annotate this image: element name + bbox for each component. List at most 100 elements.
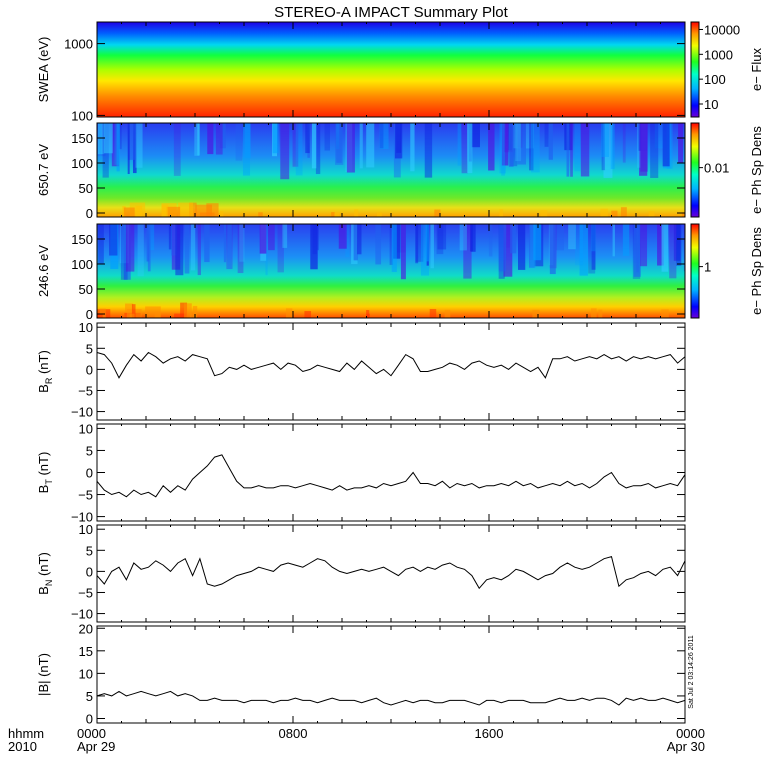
y-tick-label: −5 xyxy=(78,585,93,600)
heatmap-hot-spot xyxy=(166,206,181,217)
heatmap-streak xyxy=(636,224,639,273)
heatmap-hot-spot xyxy=(331,212,335,217)
heatmap-streak xyxy=(678,123,684,163)
heatmap-streak xyxy=(168,224,172,250)
panel-frame xyxy=(96,625,686,724)
heatmap-streak xyxy=(316,224,320,251)
heatmap-streak xyxy=(415,224,419,264)
colorbar-tick-label: 1 xyxy=(704,260,711,275)
y-tick-label: 10 xyxy=(79,666,93,681)
heatmap-hot-spot xyxy=(199,212,215,217)
heatmap-streak xyxy=(226,224,233,270)
y-axis-label-unit: (nT) xyxy=(36,350,51,377)
heatmap-hot-spot xyxy=(97,313,103,318)
heatmap-streak xyxy=(662,123,670,167)
heatmap-streak xyxy=(501,123,509,166)
heatmap-hot-spot xyxy=(178,202,194,217)
y-tick-label: 0 xyxy=(86,307,93,322)
heatmap-hot-spot xyxy=(304,311,312,318)
heatmap-hot-spot xyxy=(611,210,618,217)
heatmap-streak xyxy=(544,123,549,147)
heatmap-streak xyxy=(111,123,120,167)
heatmap-streak xyxy=(457,123,462,166)
heatmap-streak xyxy=(640,224,648,267)
heatmap-streak xyxy=(242,123,251,176)
heatmap-streak xyxy=(568,224,576,250)
heatmap-streak xyxy=(529,224,535,268)
y-axis-label-main: B xyxy=(36,384,51,393)
series-line xyxy=(96,555,686,590)
heatmap-streak xyxy=(295,123,303,176)
heatmap-streak xyxy=(498,224,507,272)
y-axis-label-subscript: N xyxy=(44,580,54,587)
y-tick-label: 50 xyxy=(79,181,93,196)
heatmap-streak xyxy=(351,224,358,265)
heatmap-hot-spot xyxy=(366,313,370,318)
heatmap-streak xyxy=(116,123,120,172)
y-tick-label: 0 xyxy=(86,466,93,481)
heatmap-streak xyxy=(556,224,565,251)
heatmap-streak xyxy=(175,224,184,276)
y-axis-label-subscript: T xyxy=(44,479,54,485)
x-axis-label-year: 2010 xyxy=(8,739,37,754)
heatmap-hot-spot xyxy=(154,311,161,318)
heatmap-streak xyxy=(375,224,382,265)
y-axis-label-unit: (nT) xyxy=(36,552,51,579)
y-tick-label: 5 xyxy=(86,689,93,704)
heatmap-streak xyxy=(215,123,223,155)
heatmap-streak xyxy=(580,123,590,177)
heatmap-streak xyxy=(601,123,605,171)
y-tick-label: 5 xyxy=(86,443,93,458)
heatmap-streak xyxy=(436,224,444,255)
heatmap-streak xyxy=(366,123,375,168)
heatmap-hot-spot xyxy=(285,308,293,318)
y-tick-label: 0 xyxy=(86,564,93,579)
y-tick-label: 10 xyxy=(79,320,93,335)
heatmap-hot-spot xyxy=(123,207,135,217)
heatmap-hot-spot xyxy=(648,211,655,217)
heatmap-streak xyxy=(379,123,384,149)
heatmap-streak xyxy=(219,123,226,149)
heatmap-streak xyxy=(501,123,505,176)
heatmap-streak xyxy=(650,123,659,178)
heatmap-streak xyxy=(125,224,135,272)
heatmap-streak xyxy=(292,123,299,167)
heatmap-streak xyxy=(149,224,155,251)
colorbar xyxy=(690,223,700,319)
heatmap-streak xyxy=(137,224,144,277)
heatmap-hot-spot xyxy=(429,308,437,318)
y-tick-label: 150 xyxy=(71,232,93,247)
heatmap-streak xyxy=(99,123,102,161)
heatmap-streak xyxy=(508,123,514,167)
y-tick-label: 100 xyxy=(71,257,93,272)
heatmap-hot-spot xyxy=(661,309,669,318)
heatmap-streak xyxy=(311,123,317,169)
heatmap-streak xyxy=(379,123,389,149)
heatmap-streak xyxy=(119,224,129,264)
y-tick-label: 0 xyxy=(86,206,93,221)
colorbar-tick-label: 10000 xyxy=(704,22,740,37)
heatmap-streak xyxy=(265,224,268,276)
x-tick-date: Apr 29 xyxy=(77,739,115,754)
heatmap-streak xyxy=(633,224,641,277)
heatmap-hot-spot xyxy=(189,312,197,318)
heatmap-streak xyxy=(636,123,641,168)
heatmap-streak xyxy=(525,123,534,149)
heatmap-streak xyxy=(280,123,290,180)
heatmap-streak xyxy=(400,224,406,280)
heatmap-streak xyxy=(612,224,615,257)
heatmap-streak xyxy=(471,123,480,148)
heatmap-streak xyxy=(410,123,415,172)
heatmap-streak xyxy=(223,224,227,263)
colorbar-label: e− Ph Sp Dens xyxy=(749,126,764,214)
heatmap-streak xyxy=(109,224,118,256)
y-tick-label: 50 xyxy=(79,282,93,297)
series-line xyxy=(96,690,686,706)
y-tick-label: 0 xyxy=(86,362,93,377)
heatmap-streak xyxy=(533,224,542,261)
colorbar xyxy=(690,21,700,118)
heatmap-streak xyxy=(622,123,626,163)
panel-frame xyxy=(96,423,686,522)
heatmap-hot-spot xyxy=(192,305,198,318)
colorbar-label: e− Flux xyxy=(749,48,764,91)
